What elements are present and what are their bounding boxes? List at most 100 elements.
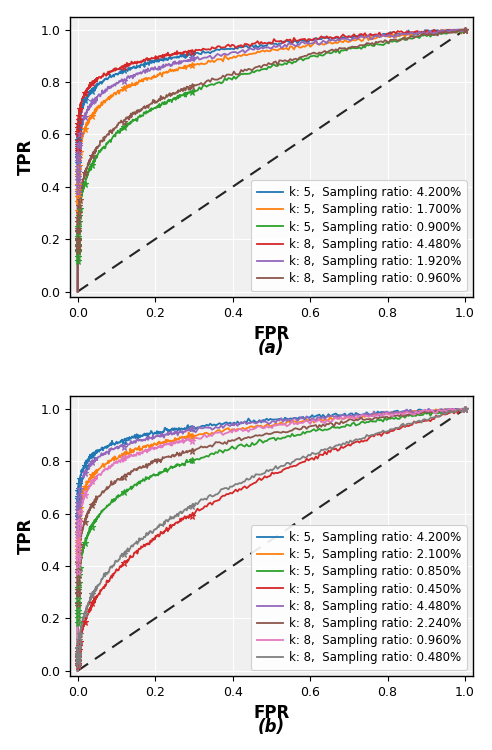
k: 8,  Sampling ratio: 4.480%: (1, 1): 8, Sampling ratio: 4.480%: (1, 1) [462, 26, 468, 34]
k: 8,  Sampling ratio: 2.240%: (1, 1): 8, Sampling ratio: 2.240%: (1, 1) [462, 404, 468, 413]
k: 5,  Sampling ratio: 0.900%: (0.676, 0.911): 5, Sampling ratio: 0.900%: (0.676, 0.911… [337, 49, 342, 58]
k: 5,  Sampling ratio: 0.850%: (0.977, 0.993): 5, Sampling ratio: 0.850%: (0.977, 0.993… [453, 406, 459, 416]
k: 8,  Sampling ratio: 0.480%: (0.00576, 0.142): 8, Sampling ratio: 0.480%: (0.00576, 0.1… [77, 629, 83, 638]
k: 5,  Sampling ratio: 4.200%: (0.233, 0.915): 5, Sampling ratio: 4.200%: (0.233, 0.915… [165, 427, 171, 436]
k: 5,  Sampling ratio: 2.100%: (0.00576, 0.623): 5, Sampling ratio: 2.100%: (0.00576, 0.6… [77, 503, 83, 512]
k: 8,  Sampling ratio: 4.480%: (0.981, 1): 8, Sampling ratio: 4.480%: (0.981, 1) [455, 404, 461, 413]
k: 8,  Sampling ratio: 1.920%: (0.00576, 0.596): 8, Sampling ratio: 1.920%: (0.00576, 0.5… [77, 131, 83, 140]
k: 5,  Sampling ratio: 1.700%: (0.0262, 0.646): 5, Sampling ratio: 1.700%: (0.0262, 0.64… [85, 118, 91, 127]
k: 8,  Sampling ratio: 2.240%: (0.0262, 0.604): 8, Sampling ratio: 2.240%: (0.0262, 0.60… [85, 508, 91, 517]
X-axis label: FPR: FPR [253, 704, 289, 722]
Line: k: 8,  Sampling ratio: 0.480%: k: 8, Sampling ratio: 0.480% [78, 409, 465, 670]
k: 5,  Sampling ratio: 2.100%: (0.981, 0.991): 5, Sampling ratio: 2.100%: (0.981, 0.991… [455, 406, 461, 416]
k: 5,  Sampling ratio: 1.700%: (0.939, 1): 5, Sampling ratio: 1.700%: (0.939, 1) [438, 26, 444, 34]
Line: k: 8,  Sampling ratio: 4.480%: k: 8, Sampling ratio: 4.480% [78, 30, 465, 292]
k: 8,  Sampling ratio: 4.480%: (0.422, 0.945): 8, Sampling ratio: 4.480%: (0.422, 0.945… [238, 419, 244, 428]
k: 8,  Sampling ratio: 0.480%: (0.233, 0.57): 8, Sampling ratio: 0.480%: (0.233, 0.57) [165, 517, 171, 526]
k: 8,  Sampling ratio: 0.480%: (0.422, 0.716): 8, Sampling ratio: 0.480%: (0.422, 0.716… [238, 478, 244, 488]
k: 8,  Sampling ratio: 2.240%: (0.422, 0.88): 8, Sampling ratio: 2.240%: (0.422, 0.88) [238, 436, 244, 445]
k: 5,  Sampling ratio: 1.700%: (0.676, 0.956): 5, Sampling ratio: 1.700%: (0.676, 0.956… [337, 37, 342, 46]
X-axis label: FPR: FPR [253, 325, 289, 343]
k: 5,  Sampling ratio: 4.200%: (0.0262, 0.803): 5, Sampling ratio: 4.200%: (0.0262, 0.80… [85, 456, 91, 465]
k: 8,  Sampling ratio: 1.920%: (0.233, 0.864): 8, Sampling ratio: 1.920%: (0.233, 0.864… [165, 61, 171, 70]
k: 8,  Sampling ratio: 0.960%: (0.0262, 0.7): 8, Sampling ratio: 0.960%: (0.0262, 0.7) [85, 483, 91, 492]
Line: k: 8,  Sampling ratio: 2.240%: k: 8, Sampling ratio: 2.240% [78, 409, 465, 670]
k: 8,  Sampling ratio: 4.480%: (0, 0): 8, Sampling ratio: 4.480%: (0, 0) [75, 666, 81, 675]
k: 5,  Sampling ratio: 0.850%: (0.995, 1): 5, Sampling ratio: 0.850%: (0.995, 1) [460, 404, 466, 413]
k: 8,  Sampling ratio: 0.960%: (0, 0): 8, Sampling ratio: 0.960%: (0, 0) [75, 666, 81, 675]
k: 8,  Sampling ratio: 0.960%: (0.0262, 0.488): 8, Sampling ratio: 0.960%: (0.0262, 0.48… [85, 159, 91, 168]
k: 8,  Sampling ratio: 4.480%: (0.676, 0.966): 8, Sampling ratio: 4.480%: (0.676, 0.966… [337, 34, 342, 44]
k: 8,  Sampling ratio: 1.920%: (0.977, 1): 8, Sampling ratio: 1.920%: (0.977, 1) [453, 26, 459, 34]
k: 8,  Sampling ratio: 0.480%: (1, 1): 8, Sampling ratio: 0.480%: (1, 1) [462, 404, 468, 413]
k: 8,  Sampling ratio: 4.480%: (0.233, 0.913): 8, Sampling ratio: 4.480%: (0.233, 0.913… [165, 48, 171, 57]
Line: k: 5,  Sampling ratio: 0.900%: k: 5, Sampling ratio: 0.900% [78, 30, 465, 292]
k: 5,  Sampling ratio: 0.450%: (0.977, 0.996): 5, Sampling ratio: 0.450%: (0.977, 0.996… [453, 406, 459, 415]
k: 8,  Sampling ratio: 1.920%: (0.422, 0.918): 8, Sampling ratio: 1.920%: (0.422, 0.918… [238, 46, 244, 56]
Legend: k: 5,  Sampling ratio: 4.200%, k: 5,  Sampling ratio: 2.100%, k: 5,  Sampling ra: k: 5, Sampling ratio: 4.200%, k: 5, Samp… [251, 525, 467, 670]
k: 8,  Sampling ratio: 0.960%: (0.977, 0.989): 8, Sampling ratio: 0.960%: (0.977, 0.989… [453, 28, 459, 38]
k: 8,  Sampling ratio: 2.240%: (0.00576, 0.479): 8, Sampling ratio: 2.240%: (0.00576, 0.4… [77, 541, 83, 550]
k: 8,  Sampling ratio: 0.960%: (0.962, 1): 8, Sampling ratio: 0.960%: (0.962, 1) [448, 404, 454, 413]
k: 8,  Sampling ratio: 0.960%: (0.233, 0.865): 8, Sampling ratio: 0.960%: (0.233, 0.865… [165, 440, 171, 448]
k: 5,  Sampling ratio: 0.900%: (0, 0): 5, Sampling ratio: 0.900%: (0, 0) [75, 287, 81, 296]
k: 8,  Sampling ratio: 1.920%: (0.676, 0.961): 8, Sampling ratio: 1.920%: (0.676, 0.961… [337, 35, 342, 44]
k: 8,  Sampling ratio: 4.480%: (0.92, 1): 8, Sampling ratio: 4.480%: (0.92, 1) [431, 26, 437, 34]
k: 8,  Sampling ratio: 1.920%: (0.981, 1): 8, Sampling ratio: 1.920%: (0.981, 1) [455, 26, 461, 34]
k: 8,  Sampling ratio: 4.480%: (0.422, 0.941): 8, Sampling ratio: 4.480%: (0.422, 0.941… [238, 40, 244, 50]
k: 8,  Sampling ratio: 0.960%: (1, 1): 8, Sampling ratio: 0.960%: (1, 1) [462, 26, 468, 34]
k: 5,  Sampling ratio: 2.100%: (0.0262, 0.723): 5, Sampling ratio: 2.100%: (0.0262, 0.72… [85, 477, 91, 486]
k: 5,  Sampling ratio: 0.900%: (0.00576, 0.32): 5, Sampling ratio: 0.900%: (0.00576, 0.3… [77, 203, 83, 212]
k: 5,  Sampling ratio: 4.200%: (1, 1): 5, Sampling ratio: 4.200%: (1, 1) [462, 26, 468, 34]
k: 8,  Sampling ratio: 0.960%: (0.676, 0.931): 8, Sampling ratio: 0.960%: (0.676, 0.931… [337, 44, 342, 52]
k: 5,  Sampling ratio: 0.450%: (0.995, 1): 5, Sampling ratio: 0.450%: (0.995, 1) [460, 404, 466, 413]
Text: (b): (b) [258, 718, 285, 736]
k: 8,  Sampling ratio: 0.960%: (0, 0): 8, Sampling ratio: 0.960%: (0, 0) [75, 287, 81, 296]
k: 8,  Sampling ratio: 0.960%: (0.422, 0.847): 8, Sampling ratio: 0.960%: (0.422, 0.847… [238, 65, 244, 74]
k: 5,  Sampling ratio: 0.450%: (0.233, 0.533): 5, Sampling ratio: 0.450%: (0.233, 0.533… [165, 526, 171, 536]
k: 5,  Sampling ratio: 4.200%: (0, 0): 5, Sampling ratio: 4.200%: (0, 0) [75, 666, 81, 675]
k: 8,  Sampling ratio: 1.920%: (0, 0): 8, Sampling ratio: 1.920%: (0, 0) [75, 287, 81, 296]
k: 8,  Sampling ratio: 4.480%: (0.00576, 0.701): 8, Sampling ratio: 4.480%: (0.00576, 0.7… [77, 104, 83, 112]
k: 5,  Sampling ratio: 0.850%: (1, 1): 5, Sampling ratio: 0.850%: (1, 1) [462, 404, 468, 413]
k: 5,  Sampling ratio: 4.200%: (1, 1): 5, Sampling ratio: 4.200%: (1, 1) [462, 404, 468, 413]
k: 5,  Sampling ratio: 4.200%: (0.953, 1): 5, Sampling ratio: 4.200%: (0.953, 1) [444, 26, 450, 34]
k: 8,  Sampling ratio: 0.480%: (0.0262, 0.252): 8, Sampling ratio: 0.480%: (0.0262, 0.25… [85, 600, 91, 609]
k: 5,  Sampling ratio: 0.450%: (0, 0): 5, Sampling ratio: 0.450%: (0, 0) [75, 666, 81, 675]
k: 8,  Sampling ratio: 2.240%: (0.967, 1): 8, Sampling ratio: 2.240%: (0.967, 1) [449, 404, 455, 413]
k: 8,  Sampling ratio: 0.960%: (0.981, 1): 8, Sampling ratio: 0.960%: (0.981, 1) [455, 404, 461, 413]
k: 5,  Sampling ratio: 0.450%: (0.676, 0.845): 5, Sampling ratio: 0.450%: (0.676, 0.845… [337, 445, 342, 454]
k: 5,  Sampling ratio: 1.700%: (0, 0): 5, Sampling ratio: 1.700%: (0, 0) [75, 287, 81, 296]
k: 8,  Sampling ratio: 1.920%: (1, 1): 8, Sampling ratio: 1.920%: (1, 1) [462, 26, 468, 34]
Line: k: 8,  Sampling ratio: 4.480%: k: 8, Sampling ratio: 4.480% [78, 409, 465, 670]
k: 5,  Sampling ratio: 0.450%: (0.00576, 0.112): 5, Sampling ratio: 0.450%: (0.00576, 0.1… [77, 637, 83, 646]
Line: k: 8,  Sampling ratio: 1.920%: k: 8, Sampling ratio: 1.920% [78, 30, 465, 292]
k: 8,  Sampling ratio: 0.960%: (0.00576, 0.353): 8, Sampling ratio: 0.960%: (0.00576, 0.3… [77, 195, 83, 204]
k: 5,  Sampling ratio: 0.850%: (0, 0): 5, Sampling ratio: 0.850%: (0, 0) [75, 666, 81, 675]
k: 5,  Sampling ratio: 1.700%: (1, 1): 5, Sampling ratio: 1.700%: (1, 1) [462, 26, 468, 34]
k: 5,  Sampling ratio: 4.200%: (0.958, 1): 5, Sampling ratio: 4.200%: (0.958, 1) [446, 404, 452, 413]
k: 8,  Sampling ratio: 4.480%: (0.906, 1): 8, Sampling ratio: 4.480%: (0.906, 1) [426, 404, 431, 413]
k: 5,  Sampling ratio: 1.700%: (0.422, 0.899): 5, Sampling ratio: 1.700%: (0.422, 0.899… [238, 52, 244, 61]
k: 5,  Sampling ratio: 4.200%: (0, 0): 5, Sampling ratio: 4.200%: (0, 0) [75, 287, 81, 296]
Line: k: 5,  Sampling ratio: 1.700%: k: 5, Sampling ratio: 1.700% [78, 30, 465, 292]
k: 5,  Sampling ratio: 2.100%: (0.676, 0.962): 5, Sampling ratio: 2.100%: (0.676, 0.962… [337, 414, 342, 423]
Legend: k: 5,  Sampling ratio: 4.200%, k: 5,  Sampling ratio: 1.700%, k: 5,  Sampling ra: k: 5, Sampling ratio: 4.200%, k: 5, Samp… [251, 181, 467, 291]
k: 5,  Sampling ratio: 0.850%: (0.00576, 0.387): 5, Sampling ratio: 0.850%: (0.00576, 0.3… [77, 565, 83, 574]
k: 5,  Sampling ratio: 2.100%: (1, 1): 5, Sampling ratio: 2.100%: (1, 1) [462, 404, 468, 413]
k: 5,  Sampling ratio: 0.850%: (0.0262, 0.519): 5, Sampling ratio: 0.850%: (0.0262, 0.51… [85, 530, 91, 539]
k: 8,  Sampling ratio: 4.480%: (0.0262, 0.778): 8, Sampling ratio: 4.480%: (0.0262, 0.77… [85, 83, 91, 92]
k: 5,  Sampling ratio: 1.700%: (0.00576, 0.542): 5, Sampling ratio: 1.700%: (0.00576, 0.5… [77, 146, 83, 154]
k: 8,  Sampling ratio: 2.240%: (0.233, 0.817): 8, Sampling ratio: 2.240%: (0.233, 0.817… [165, 452, 171, 461]
k: 5,  Sampling ratio: 0.450%: (0.0262, 0.216): 5, Sampling ratio: 0.450%: (0.0262, 0.21… [85, 610, 91, 619]
k: 5,  Sampling ratio: 0.850%: (0.233, 0.765): 5, Sampling ratio: 0.850%: (0.233, 0.765… [165, 466, 171, 475]
k: 8,  Sampling ratio: 0.960%: (0.676, 0.966): 8, Sampling ratio: 0.960%: (0.676, 0.966… [337, 413, 342, 422]
k: 8,  Sampling ratio: 0.480%: (0.676, 0.865): 8, Sampling ratio: 0.480%: (0.676, 0.865… [337, 440, 342, 448]
Text: (a): (a) [258, 339, 284, 357]
Line: k: 5,  Sampling ratio: 0.450%: k: 5, Sampling ratio: 0.450% [78, 409, 465, 670]
k: 8,  Sampling ratio: 0.960%: (0.991, 1): 8, Sampling ratio: 0.960%: (0.991, 1) [459, 26, 464, 34]
Y-axis label: TPR: TPR [17, 518, 34, 554]
k: 5,  Sampling ratio: 4.200%: (0.233, 0.885): 5, Sampling ratio: 4.200%: (0.233, 0.885… [165, 56, 171, 64]
Line: k: 5,  Sampling ratio: 4.200%: k: 5, Sampling ratio: 4.200% [78, 409, 465, 670]
k: 8,  Sampling ratio: 0.960%: (0.422, 0.921): 8, Sampling ratio: 0.960%: (0.422, 0.921… [238, 425, 244, 434]
